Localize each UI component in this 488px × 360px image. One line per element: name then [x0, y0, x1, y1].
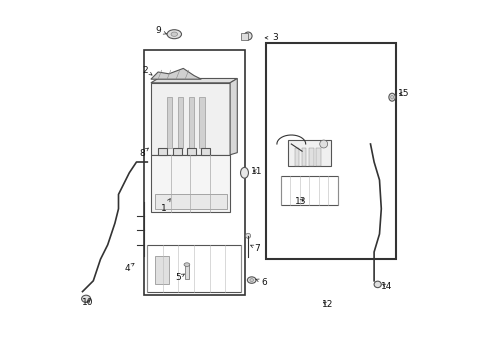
Bar [316, 148, 320, 166]
Bar [154, 256, 168, 284]
Ellipse shape [247, 277, 256, 283]
Bar [188, 97, 194, 148]
Bar [158, 148, 167, 155]
Bar [287, 140, 330, 166]
Bar [199, 97, 204, 148]
Text: 9: 9 [155, 26, 166, 35]
Text: 8: 8 [139, 148, 148, 158]
Text: 7: 7 [250, 244, 260, 253]
Bar [151, 155, 230, 212]
Text: 6: 6 [255, 278, 266, 287]
Ellipse shape [81, 295, 90, 302]
Bar [265, 43, 395, 259]
Bar [309, 148, 313, 166]
Ellipse shape [244, 32, 251, 40]
Text: 11: 11 [251, 166, 263, 176]
Polygon shape [151, 68, 201, 79]
Bar [186, 148, 196, 155]
Bar [143, 50, 244, 295]
Ellipse shape [167, 30, 181, 39]
Bar [184, 265, 189, 279]
Ellipse shape [390, 95, 393, 99]
Bar [167, 97, 172, 148]
Bar [151, 83, 230, 155]
Ellipse shape [240, 167, 248, 178]
Ellipse shape [171, 32, 177, 36]
Bar [154, 194, 226, 209]
Bar [172, 148, 181, 155]
Bar [178, 97, 183, 148]
Text: 10: 10 [82, 298, 94, 307]
Text: 3: 3 [264, 33, 277, 42]
Ellipse shape [373, 281, 381, 288]
Polygon shape [151, 78, 237, 83]
Text: 15: 15 [397, 89, 408, 98]
Text: 5: 5 [175, 274, 184, 282]
Polygon shape [230, 78, 237, 155]
Bar [201, 148, 210, 155]
Ellipse shape [249, 279, 253, 282]
Text: 12: 12 [321, 300, 332, 309]
Ellipse shape [245, 233, 250, 238]
Text: 13: 13 [294, 197, 305, 206]
Text: 1: 1 [160, 199, 170, 213]
Bar [294, 148, 299, 166]
Ellipse shape [319, 140, 327, 148]
Bar [147, 245, 241, 292]
Text: 2: 2 [142, 66, 152, 75]
Bar [302, 148, 306, 166]
Bar [241, 33, 247, 40]
Ellipse shape [183, 263, 189, 266]
Bar [280, 176, 337, 205]
Text: 14: 14 [380, 282, 391, 291]
Ellipse shape [388, 93, 394, 101]
Text: 4: 4 [124, 263, 134, 273]
